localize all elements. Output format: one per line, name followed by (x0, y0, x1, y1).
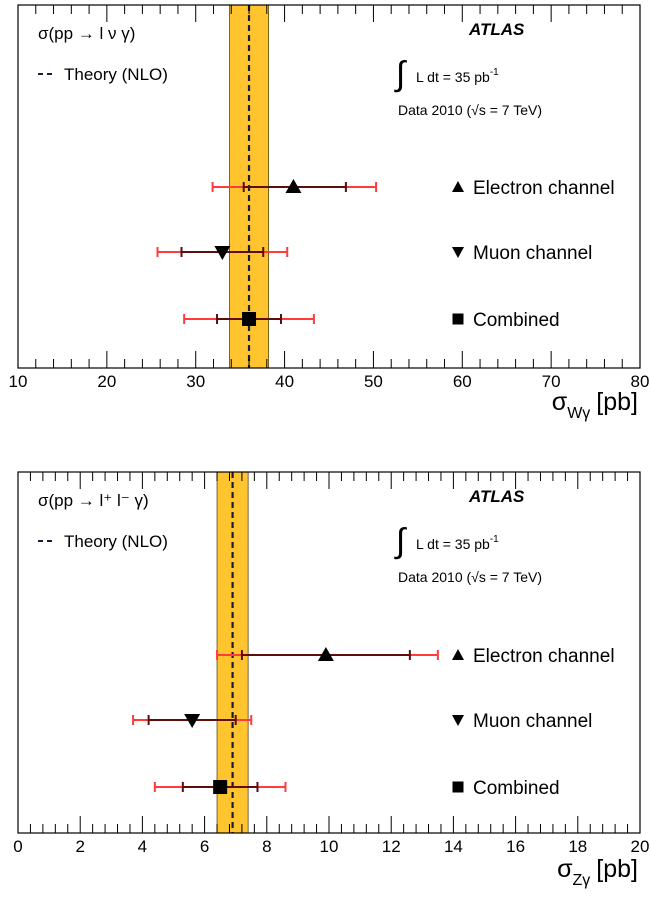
process-label: σ(pp → l ν γ) (38, 24, 135, 43)
data-point-triangle-down (214, 246, 231, 260)
legend-label: Combined (473, 310, 560, 331)
x-tick-label: 20 (631, 837, 650, 856)
legend-label: Electron channel (473, 178, 615, 199)
series-square: Combined (183, 310, 560, 331)
x-tick-label: 60 (453, 372, 472, 391)
legend-triangle-down-icon (452, 247, 464, 258)
x-tick-label: 14 (444, 837, 463, 856)
x-tick-label: 80 (631, 372, 650, 391)
x-tick-label: 8 (262, 837, 271, 856)
panel-1: 10 20 30 40 50 60 70 80 σWγ [pb] σ(pp → l ν γ) Theo… (9, 4, 650, 422)
data-point-triangle-up (317, 647, 334, 661)
x-axis-label-subscript: Zγ (573, 872, 591, 889)
data-label: Data 2010 (√s = 7 TeV) (398, 569, 542, 585)
legend-triangle-down-icon (452, 715, 464, 726)
x-tick-label: 10 (9, 372, 28, 391)
x-axis-label-main: σ (552, 388, 568, 416)
luminosity-text: L dt = 35 pb (416, 69, 490, 85)
luminosity-label: L dt = 35 pb-1 (416, 67, 499, 85)
process-label: σ(pp → l⁺ l⁻ γ) (38, 491, 149, 510)
luminosity-exponent: -1 (490, 534, 499, 545)
x-axis-label: σZγ [pb] (557, 855, 638, 889)
x-tick-label: 6 (200, 837, 209, 856)
theory-legend-label: Theory (NLO) (64, 532, 168, 551)
legend-label: Combined (473, 778, 560, 799)
legend-square-icon (452, 781, 464, 793)
data-point-square (213, 780, 228, 794)
data-point-square (242, 312, 257, 326)
legend-square-icon (452, 313, 464, 325)
x-tick-label: 12 (382, 837, 401, 856)
x-tick-label: 4 (138, 837, 147, 856)
experiment-label: ATLAS (468, 20, 525, 39)
x-axis-label-subscript: Wγ (567, 405, 590, 422)
legend-triangle-up-icon (452, 181, 464, 192)
series-triangle-down: Muon channel (156, 243, 592, 264)
integral-symbol: ∫ (394, 522, 407, 560)
x-axis-label-main: σ (557, 855, 573, 883)
data-label: Data 2010 (√s = 7 TeV) (398, 102, 542, 118)
series-triangle-up: Electron channel (211, 178, 615, 199)
theory-legend-label: Theory (NLO) (64, 65, 168, 84)
series-square: Combined (153, 778, 560, 799)
plot-frame (17, 4, 641, 369)
x-axis-label-unit: [pb] (596, 388, 638, 416)
legend-label: Muon channel (473, 243, 592, 264)
x-tick-label: 18 (568, 837, 587, 856)
panel-2: 0 2 4 6 8 10 12 14 16 18 20 σZγ [pb] σ(pp → l⁺ l⁻ γ) T… (13, 471, 650, 889)
luminosity-label: L dt = 35 pb-1 (416, 534, 499, 552)
integral-symbol: ∫ (394, 55, 407, 93)
luminosity-text: L dt = 35 pb (416, 536, 490, 552)
x-tick-label: 10 (320, 837, 339, 856)
legend-label: Muon channel (473, 711, 592, 732)
x-tick-label: 2 (75, 837, 84, 856)
legend-triangle-up-icon (452, 649, 464, 660)
x-tick-label: 16 (506, 837, 525, 856)
x-tick-label: 50 (364, 372, 383, 391)
series-triangle-up: Electron channel (216, 646, 615, 667)
luminosity-exponent: -1 (490, 67, 499, 78)
x-tick-label: 20 (97, 372, 116, 391)
x-tick-label: 30 (186, 372, 205, 391)
x-tick-label: 40 (275, 372, 294, 391)
x-tick-label: 70 (542, 372, 561, 391)
legend-label: Electron channel (473, 646, 615, 667)
x-axis-label: σWγ [pb] (552, 388, 638, 422)
experiment-label: ATLAS (468, 487, 525, 506)
series-triangle-down: Muon channel (132, 711, 592, 732)
data-point-triangle-up (285, 179, 302, 193)
x-tick-label: 0 (13, 837, 22, 856)
data-point-triangle-down (184, 714, 201, 728)
x-axis-label-unit: [pb] (596, 855, 638, 883)
